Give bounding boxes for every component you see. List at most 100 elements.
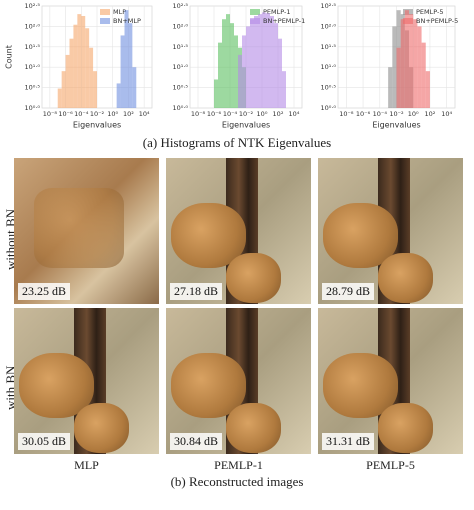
y-tick-label: 10¹·⁵	[24, 43, 40, 51]
y-tick-label: 10⁰·⁰	[320, 104, 336, 112]
x-tick-label: 10⁴	[139, 110, 150, 118]
x-tick-label: 10²	[123, 110, 134, 118]
x-tick-label: 10⁻²	[239, 110, 254, 118]
y-axis-label: Count	[5, 45, 14, 69]
histogram-bar	[241, 35, 246, 109]
histogram-bar	[265, 13, 270, 109]
psnr-label: 31.31 dB	[322, 433, 375, 450]
histogram-bar	[262, 12, 266, 108]
histogram-bar	[278, 38, 282, 108]
image: 30.05 dB	[14, 308, 159, 454]
y-tick-label: 10¹·⁵	[172, 43, 188, 51]
y-tick-label: 10²·⁰	[24, 22, 40, 30]
histogram-bar	[388, 67, 393, 108]
histogram-bar	[120, 35, 125, 109]
x-tick-label: 10⁻⁸	[191, 110, 206, 118]
y-tick-label: 10⁰·⁵	[172, 84, 188, 92]
y-tick-label: 10⁰·⁵	[320, 84, 336, 92]
y-tick-label: 10²·⁵	[320, 2, 336, 10]
histogram-bar	[69, 38, 74, 108]
x-tick-label: 10⁻⁸	[43, 110, 58, 118]
histogram-bar	[396, 47, 401, 108]
y-tick-label: 10⁰·⁵	[24, 84, 40, 92]
y-tick-label: 10¹·⁵	[320, 43, 336, 51]
y-tick-label: 10²·⁵	[172, 2, 188, 10]
histogram-bar	[214, 79, 218, 108]
histogram-bar	[124, 10, 129, 109]
histogram-bar	[249, 19, 254, 108]
histogram-bar	[404, 10, 410, 109]
histogram-bar	[222, 19, 226, 108]
psnr-label: 27.18 dB	[170, 283, 223, 300]
psnr-label: 30.05 dB	[18, 433, 71, 450]
histogram-bar	[273, 23, 278, 108]
histogram-bar	[246, 26, 250, 108]
histogram-bar	[77, 14, 82, 108]
legend-label: BN+MLP	[113, 17, 141, 25]
legend-label: PEMLP-5	[416, 8, 444, 16]
histogram-bar	[230, 23, 234, 108]
y-tick-label: 10²·⁵	[24, 2, 40, 10]
histogram-bar	[281, 71, 286, 108]
psnr-label: 30.84 dB	[170, 433, 223, 450]
legend-label: MLP	[113, 8, 126, 16]
column-label: PEMLP-1	[214, 458, 263, 472]
histogram-bar	[238, 54, 242, 108]
x-tick-label: 10⁻²	[90, 110, 105, 118]
histogram-bar	[81, 15, 86, 109]
histogram-bar	[225, 14, 230, 108]
histogram-bar	[116, 83, 121, 108]
histogram-bar	[421, 42, 426, 108]
x-tick-label: 10⁰	[107, 110, 118, 118]
histogram-bar	[425, 71, 430, 108]
histogram-bar	[93, 71, 97, 108]
legend-label: BN+PEMLP-1	[263, 17, 305, 25]
x-tick-label: 10⁻²	[389, 110, 404, 118]
x-axis-label: Eigenvalues	[73, 121, 121, 130]
histogram-bar	[270, 15, 274, 109]
x-tick-label: 10⁻⁸	[339, 110, 354, 118]
y-tick-label: 10⁰·⁰	[24, 104, 40, 112]
y-tick-label: 10²·⁰	[320, 22, 336, 30]
x-tick-label: 10⁻⁶	[58, 110, 73, 118]
x-tick-label: 10⁻⁴	[74, 110, 89, 118]
x-tick-label: 10⁻⁴	[223, 110, 238, 118]
x-tick-label: 10²	[424, 110, 435, 118]
histogram-bar	[254, 15, 258, 109]
column-label: MLP	[74, 458, 99, 472]
histogram-bar	[61, 71, 66, 108]
y-tick-label: 10¹·⁰	[320, 63, 336, 71]
psnr-label: 23.25 dB	[18, 283, 71, 300]
x-axis-label: Eigenvalues	[222, 121, 270, 130]
y-tick-label: 10²·⁰	[172, 22, 188, 30]
histogram-bar	[57, 88, 62, 108]
x-tick-label: 10⁴	[289, 110, 300, 118]
x-tick-label: 10⁻⁶	[356, 110, 371, 118]
image: 27.18 dB	[166, 158, 311, 304]
legend-swatch	[403, 18, 413, 24]
column-label: PEMLP-5	[366, 458, 415, 472]
histogram-bar	[400, 19, 405, 108]
histogram-bar	[392, 26, 397, 108]
x-tick-label: 10⁻⁶	[207, 110, 222, 118]
x-axis-label: Eigenvalues	[372, 121, 420, 130]
psnr-label: 28.79 dB	[322, 283, 375, 300]
y-tick-label: 10¹·⁰	[172, 63, 188, 71]
image: 31.31 dB	[318, 308, 463, 454]
histogram-bar	[257, 14, 262, 108]
image: 28.79 dB	[318, 158, 463, 304]
x-tick-label: 10⁻⁴	[373, 110, 388, 118]
histogram-bar	[73, 24, 78, 108]
legend-swatch	[100, 9, 110, 15]
histogram-bar	[65, 54, 70, 108]
caption: (b) Reconstructed images	[170, 474, 304, 489]
histogram-bar	[128, 23, 133, 108]
image: 23.25 dB	[14, 158, 159, 304]
y-tick-label: 10¹·⁰	[24, 63, 40, 71]
histogram-bar	[233, 35, 238, 109]
histogram-bar	[89, 47, 94, 108]
image: 30.84 dB	[166, 308, 311, 454]
histogram-bar	[132, 67, 137, 108]
